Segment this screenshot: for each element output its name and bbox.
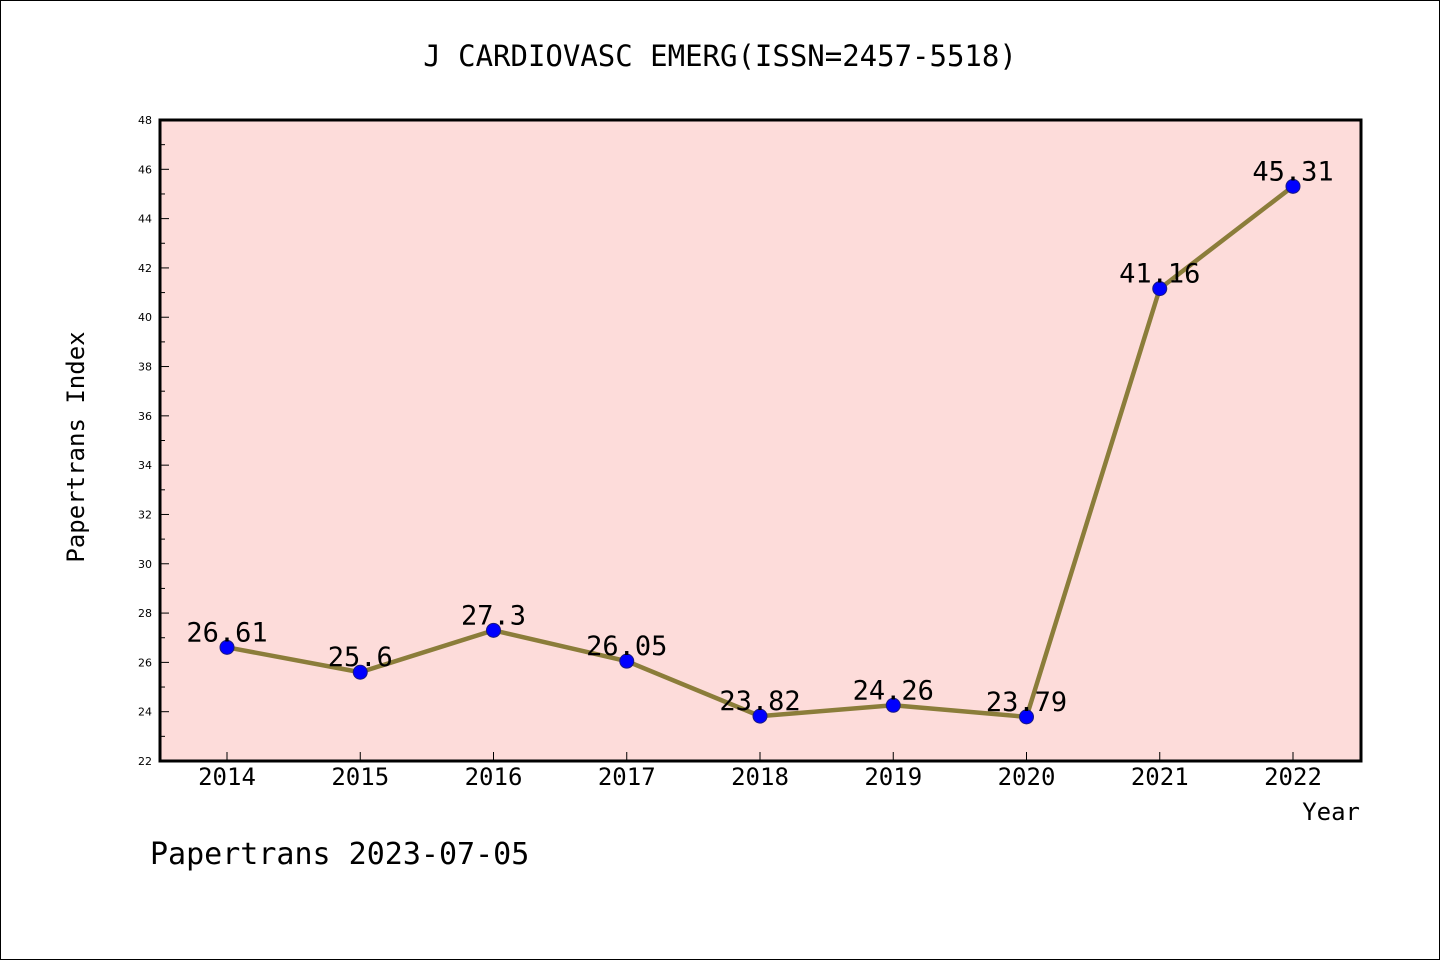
y-axis-label: Papertrans Index [62, 331, 90, 562]
data-point [885, 697, 901, 713]
x-tick-label: 2018 [731, 763, 789, 791]
footer-text: Papertrans 2023-07-05 [150, 837, 529, 872]
data-point [352, 664, 368, 680]
data-point [619, 653, 635, 669]
y-tick-label: 44 [138, 213, 152, 226]
x-tick-label: 2016 [465, 763, 523, 791]
data-label: 26.61 [186, 617, 267, 648]
y-tick-label: 36 [138, 410, 152, 423]
x-tick-label: 2021 [1131, 763, 1189, 791]
data-point [752, 708, 768, 724]
y-tick-label: 46 [138, 163, 152, 176]
data-point [1152, 281, 1168, 297]
x-tick-label: 2019 [864, 763, 922, 791]
chart-title: J CARDIOVASC EMERG(ISSN=2457-5518) [423, 39, 1017, 73]
data-label: 26.05 [586, 631, 667, 662]
data-label: 24.26 [853, 675, 934, 706]
y-tick-label: 38 [138, 361, 152, 374]
x-axis-label: Year [1302, 798, 1360, 826]
y-tick-label: 40 [138, 311, 152, 324]
data-point [1285, 178, 1301, 194]
x-tick-label: 2020 [998, 763, 1056, 791]
x-tick-label: 2014 [198, 763, 256, 791]
y-tick-label: 42 [138, 262, 152, 275]
y-tick-label: 28 [138, 607, 152, 620]
x-tick-label: 2022 [1264, 763, 1322, 791]
data-markers [219, 178, 1301, 725]
plot-area [158, 118, 1363, 763]
y-tick-label: 24 [138, 706, 152, 719]
y-axis: 22 24 26 28 30 32 34 36 38 40 42 44 46 48 [138, 114, 169, 768]
y-tick-label: 30 [138, 558, 152, 571]
y-tick-label: 22 [138, 755, 152, 768]
data-label: 45.31 [1252, 156, 1333, 187]
y-tick-label: 32 [138, 508, 152, 521]
y-tick-label: 48 [138, 114, 152, 127]
x-axis: 2014 2015 2016 2017 2018 2019 2020 2021 2022 [198, 752, 1322, 791]
data-point [486, 622, 501, 638]
x-tick-label: 2015 [331, 763, 389, 791]
y-tick-label: 34 [138, 459, 152, 472]
data-point [1019, 709, 1034, 725]
data-label: 23.82 [719, 686, 800, 717]
y-tick-label: 26 [138, 656, 152, 669]
data-label: 23.79 [986, 687, 1067, 718]
data-label: 41.16 [1119, 259, 1200, 290]
data-labels: 26.61 25.6 27.3 26.05 23.82 24.26 23.79 41.16 45… [186, 156, 1333, 718]
x-tick-label: 2017 [598, 763, 656, 791]
data-point [219, 639, 235, 655]
data-label: 27.3 [461, 600, 526, 631]
data-label: 25.6 [328, 642, 393, 673]
